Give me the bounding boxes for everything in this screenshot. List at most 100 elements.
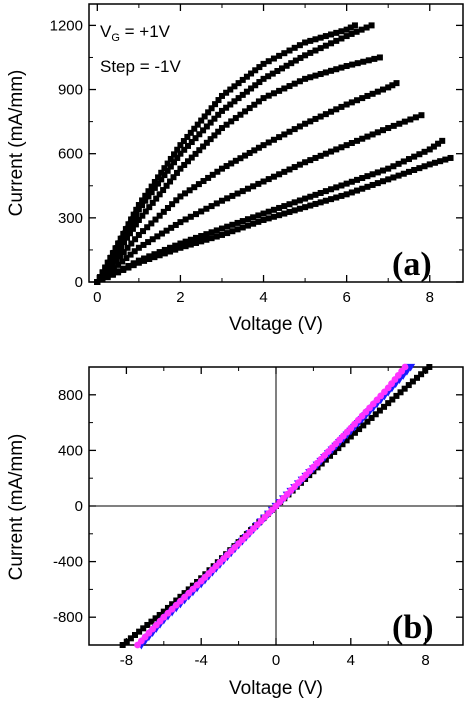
panel-a-data-point bbox=[153, 195, 160, 202]
panel-a-data-point bbox=[312, 47, 319, 54]
panel-a-data-point bbox=[118, 243, 125, 250]
panel-a-data-point bbox=[228, 160, 235, 167]
panel-b-data-point bbox=[173, 597, 180, 604]
panel-b-data-point bbox=[405, 382, 412, 389]
panel-a-data-point bbox=[200, 143, 207, 150]
panel-a-data-point bbox=[229, 228, 236, 235]
panel-a-data-point bbox=[307, 37, 314, 44]
panel-a-y-tick-label: 0 bbox=[75, 274, 83, 291]
panel-b-data-point bbox=[148, 618, 155, 625]
panel-a-data-point bbox=[281, 203, 288, 210]
panel-a-data-point bbox=[359, 185, 366, 192]
panel-a-data-point bbox=[260, 216, 267, 223]
panel-b-data-point bbox=[422, 367, 429, 374]
panel-a-data-point bbox=[358, 26, 365, 33]
panel-a-data-point bbox=[151, 184, 158, 191]
panel-a-data-point bbox=[312, 191, 319, 198]
panel-a-data-point bbox=[276, 171, 283, 178]
panel-a-data-point bbox=[380, 167, 387, 174]
panel-a-data-point bbox=[135, 216, 142, 223]
panel-a-data-point bbox=[139, 202, 146, 209]
panel-a-data-point bbox=[229, 221, 236, 228]
panel-a-data-point bbox=[167, 244, 174, 251]
panel-a-data-point bbox=[172, 242, 179, 249]
panel-a-data-point bbox=[248, 85, 255, 92]
panel-a-data-point bbox=[260, 210, 267, 217]
panel-a-data-point bbox=[328, 40, 335, 47]
panel-b-y-tick-label: -400 bbox=[53, 554, 83, 571]
panel-a-data-point bbox=[328, 67, 335, 74]
panel-b-data-point bbox=[364, 418, 371, 425]
panel-a-data-point bbox=[343, 191, 350, 198]
panel-a-data-point bbox=[380, 178, 387, 185]
panel-a-data-point bbox=[124, 225, 131, 232]
panel-a-data-point bbox=[307, 157, 314, 164]
panel-a-data-point bbox=[322, 150, 329, 157]
panel-b-x-tick-label: -8 bbox=[120, 652, 133, 669]
panel-a-data-point bbox=[177, 165, 184, 172]
panel-a-data-point bbox=[364, 133, 371, 140]
panel-a-data-point bbox=[218, 231, 225, 238]
panel-a-data-point bbox=[218, 92, 225, 99]
panel-a-data-point bbox=[161, 165, 168, 172]
panel-a-data-point bbox=[126, 230, 133, 237]
panel-a-data-point bbox=[343, 63, 350, 70]
panel-b-x-tick-label: 0 bbox=[272, 652, 280, 669]
panel-a-data-point bbox=[353, 28, 360, 35]
panel-a-data-point bbox=[276, 212, 283, 219]
panel-a-data-point bbox=[286, 128, 293, 135]
panel-a-data-point bbox=[328, 31, 335, 38]
panel-a-data-point bbox=[395, 172, 402, 179]
panel-a-data-point bbox=[363, 24, 370, 31]
panel-b-data-point bbox=[127, 635, 134, 642]
panel-a-data-point bbox=[255, 212, 262, 219]
panel-b-ylabel: Current (mA/mm) bbox=[6, 434, 27, 581]
panel-b-data-point bbox=[331, 448, 338, 455]
panel-a-data-point bbox=[260, 142, 267, 149]
panel-b-data-point bbox=[368, 414, 375, 421]
panel-a-data-point bbox=[239, 188, 246, 195]
panel-a-data-point bbox=[146, 204, 153, 211]
panel-a-data-point bbox=[243, 73, 250, 80]
panel-a-data-point bbox=[131, 248, 138, 255]
panel-a-data-point bbox=[123, 234, 130, 241]
panel-b-x-tick-label: 8 bbox=[421, 652, 429, 669]
panel-a-data-point bbox=[400, 158, 407, 165]
panel-a-data-point bbox=[214, 168, 221, 175]
panel-a-data-point bbox=[227, 86, 234, 93]
panel-a-data-point bbox=[374, 180, 381, 187]
panel-b-x-tick-label: 4 bbox=[347, 652, 355, 669]
panel-b-data-point bbox=[343, 437, 350, 444]
panel-a-data-point bbox=[265, 176, 272, 183]
panel-a-data-point bbox=[307, 118, 314, 125]
panel-a-data-point bbox=[142, 197, 149, 204]
panel-a-data-point bbox=[145, 188, 152, 195]
panel-a-data-point bbox=[265, 139, 272, 146]
panel-a-data-point bbox=[196, 147, 203, 154]
panel-a-x-tick-label: 4 bbox=[259, 289, 267, 306]
panel-a-data-point bbox=[170, 174, 177, 181]
panel-a-y-tick-label: 900 bbox=[58, 82, 83, 99]
panel-a-data-point bbox=[292, 57, 299, 64]
panel-b-y-tick-label: -800 bbox=[53, 609, 83, 626]
panel-a-data-point bbox=[322, 197, 329, 204]
panel-a-data-point bbox=[235, 95, 242, 102]
panel-a-data-point bbox=[274, 68, 281, 75]
panel-a-data-point bbox=[416, 165, 423, 172]
panel-a-data-point bbox=[218, 225, 225, 232]
panel-a-data-point bbox=[430, 143, 437, 150]
panel-a-data-point bbox=[270, 55, 277, 62]
panel-a-data-point bbox=[390, 163, 397, 170]
panel-b-data-point bbox=[393, 392, 400, 399]
panel-a-data-point bbox=[164, 205, 171, 212]
panel-b-data-point bbox=[360, 422, 367, 429]
panel-a-data-point bbox=[307, 202, 314, 209]
panel-a-data-point bbox=[151, 254, 158, 261]
panel-a-data-point bbox=[333, 66, 340, 73]
panel-a-data-point bbox=[218, 197, 225, 204]
panel-a-data-point bbox=[139, 197, 146, 204]
panel-a-data-point bbox=[405, 156, 412, 163]
panel-a-data-point bbox=[196, 131, 203, 138]
panel-a-data-point bbox=[141, 257, 148, 264]
panel-a-data-point bbox=[401, 118, 408, 125]
